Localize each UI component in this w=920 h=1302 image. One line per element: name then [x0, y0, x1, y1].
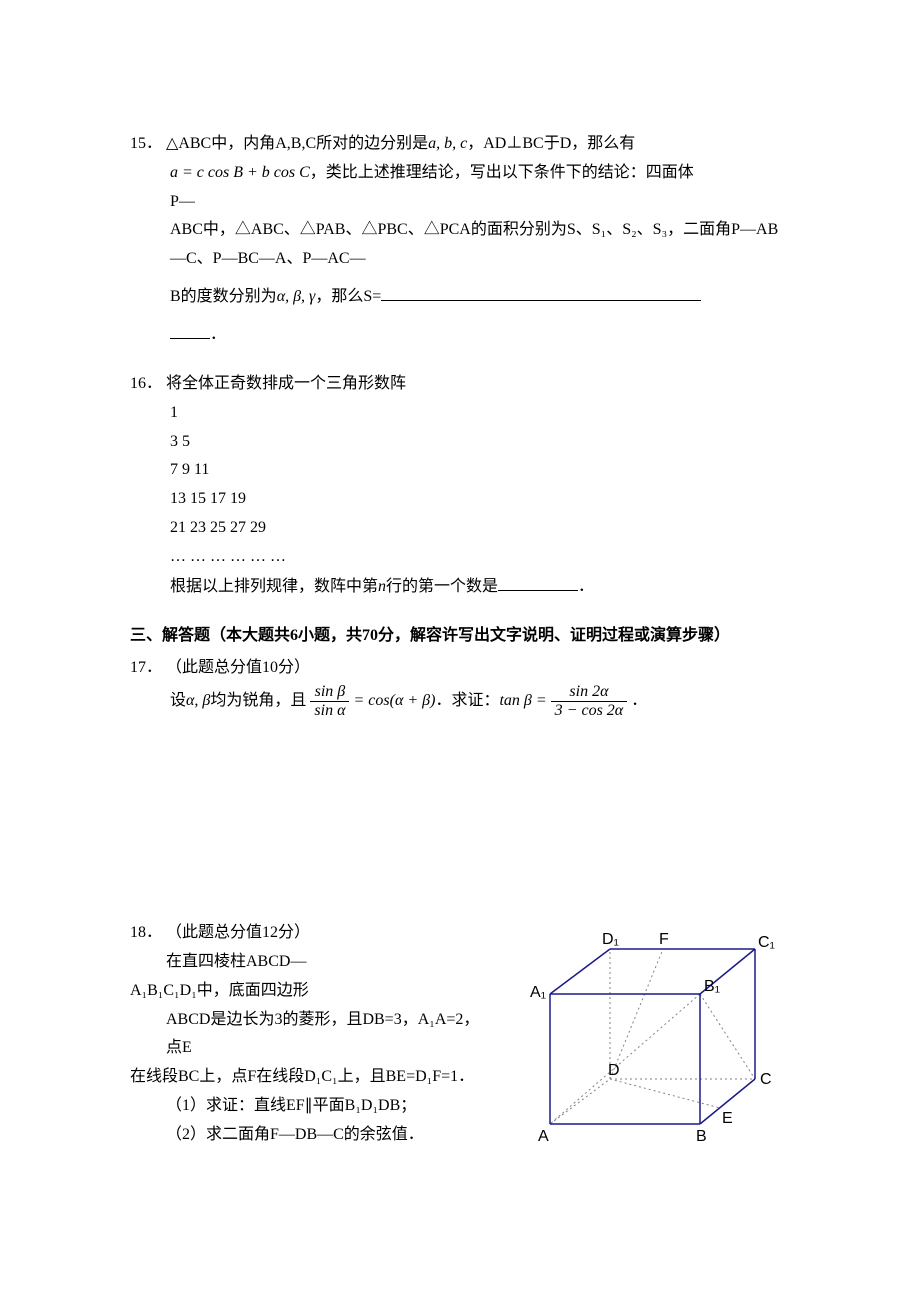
problem-text: （此题总分值12分） [166, 919, 310, 948]
problem-17-line2: 设 α, β 均为锐角，且 sin β sin α = cos(α + β) ．… [170, 683, 790, 719]
problem-15-line2: a = c cos B + b cos C，类比上述推理结论，写出以下条件下的结… [170, 159, 790, 188]
problem-15-line6: ． [170, 320, 790, 350]
problem-18-line6: （1）求证：直线EF∥平面B₁D₁DB； [166, 1092, 490, 1121]
label-A: A [538, 1128, 549, 1145]
problem-16-line1: 16． 将全体正奇数排成一个三角形数阵 [130, 370, 790, 399]
label-F: F [659, 931, 669, 948]
label-B1: B₁ [704, 978, 720, 995]
problem-18-line4: ABCD是边长为3的菱形，且DB=3，A₁A=2，点E [166, 1006, 490, 1064]
problem-number: 18． [130, 919, 162, 948]
problem-18-line5: 在线段BC上，点F在线段D₁C₁上，且BE=D₁F=1． [130, 1063, 490, 1092]
problem-15-line3: P— [170, 188, 790, 217]
problem-15-line4: ABC中，△ABC、△PAB、△PBC、△PCA的面积分别为S、S₁、S₂、S₃… [170, 216, 790, 274]
problem-15-line1: 15． △ABC中，内角A,B,C所对的边分别是a, b, c，AD⊥BC于D，… [130, 130, 790, 159]
fraction-2: sin 2α 3 − cos 2α [551, 683, 628, 719]
triangle-row-3: 7 9 11 [170, 456, 790, 485]
triangle-row-2: 3 5 [170, 428, 790, 457]
problem-18-line1: 18． （此题总分值12分） [130, 919, 490, 948]
answer-blank-cont [170, 320, 210, 339]
problem-17-line1: 17． （此题总分值10分） [130, 654, 790, 683]
problem-18-text: 18． （此题总分值12分） 在直四棱柱ABCD— A₁B₁C₁D₁中，底面四边… [130, 919, 490, 1149]
problem-17: 17． （此题总分值10分） 设 α, β 均为锐角，且 sin β sin α… [130, 654, 790, 719]
problem-18-figure: A B C D E A₁ B₁ C₁ D₁ F [510, 909, 790, 1170]
problem-text: （此题总分值10分） [166, 654, 310, 683]
problem-number: 16． [130, 370, 162, 399]
triangle-row-4: 13 15 17 19 [170, 485, 790, 514]
prism-diagram: A B C D E A₁ B₁ C₁ D₁ F [510, 909, 790, 1159]
label-C1: C₁ [758, 934, 775, 951]
triangle-row-5: 21 23 25 27 29 [170, 514, 790, 543]
problem-16-last: 根据以上排列规律，数阵中第n行的第一个数是． [170, 572, 790, 602]
label-B: B [696, 1128, 707, 1145]
fraction-1: sin β sin α [310, 683, 349, 719]
label-D1: D₁ [602, 931, 619, 948]
problem-number: 15． [130, 130, 162, 159]
answer-blank [381, 282, 701, 301]
answer-blank [498, 572, 578, 591]
problem-15: 15． △ABC中，内角A,B,C所对的边分别是a, b, c，AD⊥BC于D，… [130, 130, 790, 350]
problem-18-line2: 在直四棱柱ABCD— [166, 948, 490, 977]
label-D: D [608, 1062, 620, 1079]
section-3-title: 三、解答题（本大题共6小题，共70分，解容许写出文字说明、证明过程或演算步骤） [130, 622, 790, 651]
problem-16: 16． 将全体正奇数排成一个三角形数阵 1 3 5 7 9 11 13 15 1… [130, 370, 790, 602]
problem-text: 将全体正奇数排成一个三角形数阵 [166, 370, 406, 399]
label-C: C [760, 1071, 772, 1088]
label-E: E [722, 1110, 733, 1127]
problem-18-line3: A₁B₁C₁D₁中，底面四边形 [130, 977, 490, 1006]
triangle-row-1: 1 [170, 399, 790, 428]
triangle-row-6: … … … … … … [170, 543, 790, 572]
label-A1: A₁ [530, 984, 546, 1001]
problem-18-line7: （2）求二面角F—DB—C的余弦值． [166, 1121, 490, 1150]
problem-15-line5: B的度数分别为α, β, γ，那么S= [170, 282, 790, 312]
problem-18: 18． （此题总分值12分） 在直四棱柱ABCD— A₁B₁C₁D₁中，底面四边… [130, 919, 790, 1170]
problem-number: 17． [130, 654, 162, 683]
vertical-space [130, 739, 790, 919]
problem-text: △ABC中，内角A,B,C所对的边分别是a, b, c，AD⊥BC于D，那么有 [166, 130, 635, 159]
